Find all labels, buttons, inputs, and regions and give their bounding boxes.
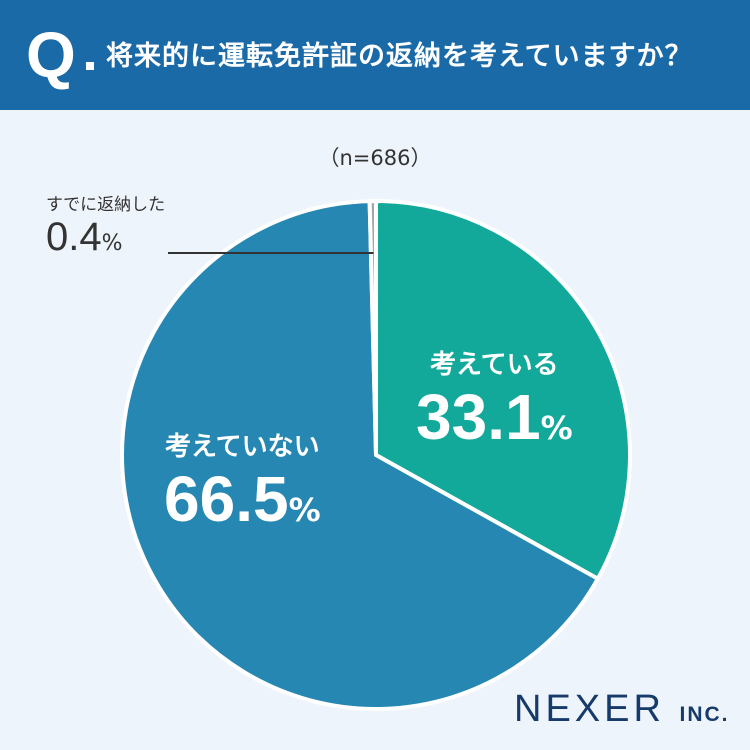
q-dot <box>86 62 94 70</box>
slice-name-returned: すでに返納した <box>46 195 166 215</box>
q-mark: Q <box>26 19 76 91</box>
header-bar: Q 将来的に運転免許証の返納を考えていますか？ <box>0 0 750 110</box>
company-logo: NEXER INC. <box>514 688 729 731</box>
slice-value-considering: 33.1 <box>416 381 541 453</box>
question-title: 将来的に運転免許証の返納を考えていますか？ <box>106 41 693 72</box>
sample-size: （n=686） <box>318 146 432 170</box>
slice-label-considering: 考えている 33.1% <box>416 344 573 453</box>
slice-name-not-considering: 考えていない <box>164 432 320 462</box>
slice-label-returned: すでに返納した 0.4% <box>46 190 165 259</box>
pie-slice-returned <box>367 198 378 457</box>
slice-unit-considering: % <box>540 409 573 447</box>
slice-label-not-considering: 考えていない 66.5% <box>164 426 321 535</box>
slice-value-not-considering: 66.5 <box>164 463 289 535</box>
slice-name-considering: 考えている <box>429 350 559 380</box>
slice-unit-not-considering: % <box>288 491 321 529</box>
slice-value-returned: 0.4 <box>46 215 102 259</box>
slice-unit-returned: % <box>101 231 123 256</box>
logo-main: NEXER <box>514 688 665 730</box>
pie-slice-considering <box>374 199 632 581</box>
logo-suffix: INC. <box>679 703 730 726</box>
